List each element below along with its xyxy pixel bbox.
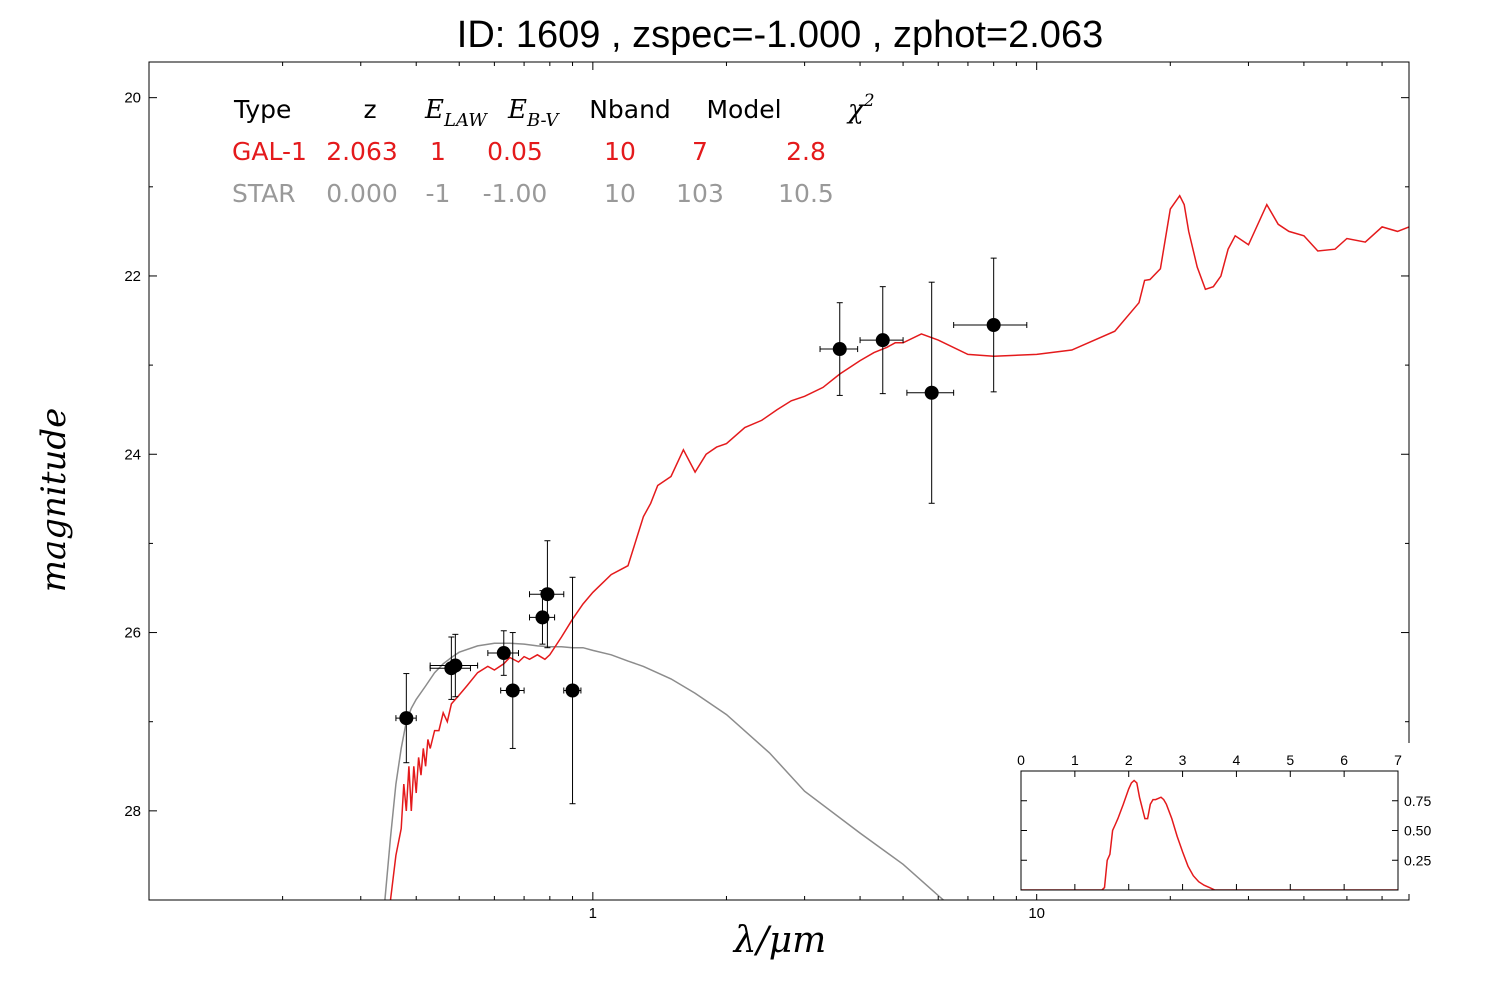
star-sed-line [384,642,945,900]
y-tick-label: 26 [124,625,141,642]
x-axis-label: λ/μm [733,920,827,961]
table-cell: 7 [692,137,708,166]
photometry-point [906,281,955,504]
table-header-cell: Nband [589,95,671,124]
inset-x-tick-label: 6 [1340,752,1348,768]
sed-lines [384,194,1409,900]
y-tick-label: 28 [124,803,141,820]
gal-1-sed-line [389,194,1409,900]
photometry-point [429,633,479,698]
table-cell: 10 [604,179,636,208]
photometry-point [487,630,520,676]
photometry-point [529,540,565,649]
table-header-cell: z [363,95,376,124]
table-cell: 0.000 [326,179,398,208]
table-header-cell: Model [706,95,781,124]
data-marker [505,683,520,698]
data-marker [832,342,847,357]
data-marker [496,646,511,661]
table-cell: 2.063 [326,137,398,166]
photometry-point [500,632,525,749]
table-cell: 2.8 [786,137,826,166]
photometry-point [819,302,859,396]
photometry-point [953,257,1028,393]
data-marker [875,333,890,348]
fit-summary-table: Type z ELAW EB-V Nband Model χ2 GAL-1 2.063 1 0.05… [232,91,875,208]
inset-x-tick-label: 4 [1233,752,1241,768]
data-marker [448,658,463,673]
table-header-cell: χ2 [846,91,875,125]
chart-title: ID: 1609 , zspec=-1.000 , zphot=2.063 [456,14,1104,56]
inset-background [1019,743,1432,894]
x-tick-label: 10 [1028,905,1045,922]
inset-x-tick-label: 3 [1179,752,1187,768]
inset-x-tick-label: 2 [1125,752,1133,768]
data-marker [565,683,580,698]
plot-frame [148,61,1410,901]
redshift-pdf-line [1021,779,1398,890]
table-cell: -1 [426,179,451,208]
data-marker [924,385,939,400]
table-header-cell: Type [233,95,291,124]
y-tick-label: 24 [124,446,141,463]
inset-y-tick-label: 0.50 [1404,823,1431,839]
y-axis-label: magnitude [4,400,104,600]
photometry-point [859,286,904,395]
photometry-points [395,257,1028,805]
inset-y-tick-label: 0.75 [1404,793,1431,809]
data-marker [535,610,550,625]
table-header-cell: ELAW [424,95,488,131]
photometry-point [395,673,417,764]
inset-x-tick-label: 7 [1394,752,1402,768]
table-cell: -1.00 [483,179,548,208]
pdf-inset: 0 1 2 3 4 5 6 7 0.25 0.50 0.75 [1017,743,1432,894]
inset-y-tick-label: 0.25 [1404,852,1431,868]
data-marker [540,587,555,602]
inset-x-tick-label: 1 [1071,752,1079,768]
table-cell: 0.05 [487,137,543,166]
inset-x-tick-label: 0 [1017,752,1025,768]
data-marker [399,711,414,726]
y-tick-label: 20 [124,90,141,107]
photometry-point [563,576,582,805]
y-tick-label: 22 [124,268,141,285]
table-cell: 10.5 [778,179,834,208]
x-tick-label: 1 [589,905,597,922]
table-cell: GAL-1 [232,137,307,166]
table-cell: 1 [430,137,446,166]
table-cell: STAR [232,179,296,208]
table-cell: 10 [604,137,636,166]
y-axis-label-text: magnitude [34,407,74,593]
data-marker [986,317,1001,332]
table-header-cell: EB-V [507,95,560,131]
inset-x-tick-label: 5 [1286,752,1294,768]
table-cell: 103 [676,179,724,208]
